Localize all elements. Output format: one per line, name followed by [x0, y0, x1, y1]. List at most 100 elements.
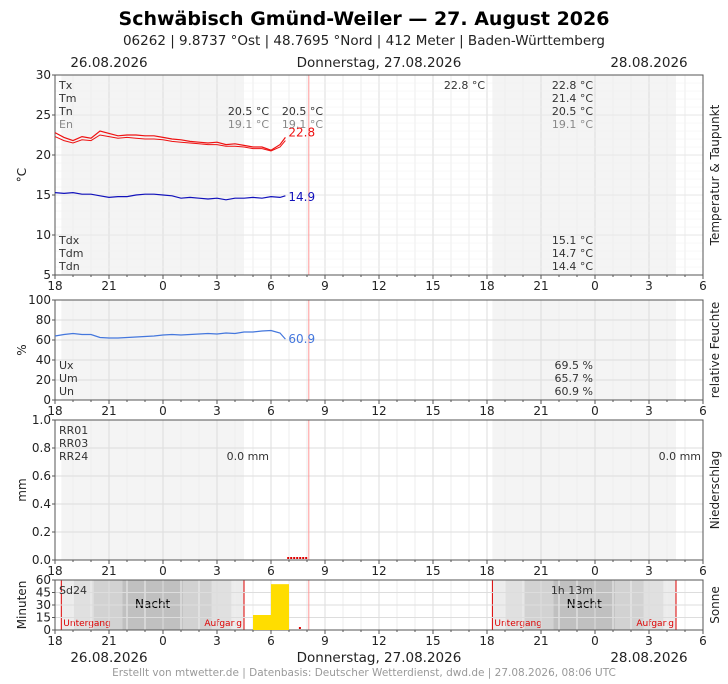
- day3-tdx-value: 15.1 °C: [552, 234, 593, 247]
- y-tick-label: 0.4: [32, 497, 51, 511]
- x-tick-label: 3: [645, 634, 653, 648]
- y-tick-label: 60: [36, 573, 51, 587]
- x-tick-label: 9: [321, 279, 329, 293]
- panel-humidity: 0 20 40 60 80 100 18 21 0 3 6 9 12 15 18 21 0 3 6% relative…: [15, 293, 722, 418]
- x-tick-label: 3: [645, 564, 653, 578]
- sunset-label: Untergang: [63, 619, 111, 629]
- x-tick-label: 12: [371, 404, 386, 418]
- x-tick-label: 21: [533, 279, 548, 293]
- current-temp-label: 22.8: [288, 126, 315, 140]
- x-tick-label: 3: [213, 404, 221, 418]
- day3-tdn-value: 14.4 °C: [552, 260, 593, 273]
- y-tick-label: 15: [36, 611, 51, 625]
- footer-date-right: 28.08.2026: [610, 650, 687, 666]
- x-tick-label: 18: [47, 404, 62, 418]
- stat-label-sd24: Sd24: [59, 584, 87, 597]
- x-tick-label: 21: [101, 404, 116, 418]
- um-value: 65.7 %: [555, 372, 593, 385]
- humidity-line: [54, 329, 286, 340]
- header-date-left: 26.08.2026: [70, 55, 147, 71]
- y-tick-label: 0.2: [32, 525, 51, 539]
- x-tick-label: 0: [159, 634, 167, 648]
- x-tick-label: 18: [47, 634, 62, 648]
- x-tick-label: 15: [425, 404, 440, 418]
- x-tick-label: 3: [645, 279, 653, 293]
- y-axis-label: Minuten: [15, 581, 29, 630]
- y-tick-label: 45: [36, 586, 51, 600]
- current-dewpoint-label: 14.9: [288, 190, 315, 204]
- x-tick-label: 15: [425, 564, 440, 578]
- precip-marker: [299, 557, 302, 559]
- day3-sd24-value: 1h 13m: [551, 584, 593, 597]
- side-label: Sonne: [708, 586, 722, 624]
- y-tick-label: 80: [36, 313, 51, 327]
- y-tick-label: 40: [36, 353, 51, 367]
- day3-rr24-value: 0.0 mm: [659, 450, 701, 463]
- stat-label-tx: Tx: [58, 79, 73, 92]
- y-tick-label: 0: [43, 623, 51, 637]
- sunshine-bar: [271, 584, 289, 630]
- stat-label-rr01: RR01: [59, 424, 88, 437]
- sunset-label: Untergang: [494, 619, 542, 629]
- x-tick-label: 3: [645, 404, 653, 418]
- stat-label-tdx: Tdx: [58, 234, 80, 247]
- x-tick-label: 21: [101, 634, 116, 648]
- x-tick-label: 18: [479, 634, 494, 648]
- precip-marker: [298, 627, 301, 629]
- y-tick-label: 1.0: [32, 413, 51, 427]
- x-tick-label: 6: [267, 564, 275, 578]
- day3-tn-value: 20.5 °C: [552, 105, 593, 118]
- precip-marker: [293, 557, 296, 559]
- x-tick-label: 9: [321, 564, 329, 578]
- x-tick-label: 18: [479, 279, 494, 293]
- x-tick-label: 18: [47, 279, 62, 293]
- temperature-line-secondary: [54, 134, 286, 152]
- ux-value: 69.5 %: [555, 359, 593, 372]
- night-band: [61, 300, 244, 400]
- panel-sunshine: Nacht Untergang Aufgang Nacht Untergang Aufga…: [15, 573, 722, 648]
- x-tick-label: 21: [533, 634, 548, 648]
- precip-marker: [287, 557, 290, 559]
- y-axis-label: %: [15, 344, 29, 355]
- sunrise-label: Aufgang: [636, 619, 674, 629]
- stat-label-en: En: [59, 118, 73, 131]
- y-tick-label: 30: [36, 598, 51, 612]
- y-tick-label: 0.8: [32, 441, 51, 455]
- x-tick-label: 18: [479, 564, 494, 578]
- precip-marker: [305, 557, 308, 559]
- y-tick-label: 100: [28, 293, 51, 307]
- x-tick-label: 12: [371, 634, 386, 648]
- stat-label-tdm: Tdm: [58, 247, 83, 260]
- sunshine-bar: [253, 615, 271, 630]
- x-tick-label: 6: [267, 279, 275, 293]
- side-label: Niederschlag: [708, 451, 722, 529]
- x-tick-label: 12: [371, 564, 386, 578]
- x-tick-label: 3: [213, 279, 221, 293]
- footer-date-left: 26.08.2026: [70, 650, 147, 666]
- day3-tdm-value: 14.7 °C: [552, 247, 593, 260]
- night-band: [61, 420, 244, 560]
- y-tick-label: 60: [36, 333, 51, 347]
- stat-label-tdn: Tdn: [58, 260, 80, 273]
- x-tick-label: 6: [699, 564, 707, 578]
- y-tick-label: 30: [36, 68, 51, 82]
- x-tick-label: 0: [159, 279, 167, 293]
- stat-label-tm: Tm: [58, 92, 76, 105]
- x-tick-label: 15: [425, 279, 440, 293]
- day3-en-value: 19.1 °C: [552, 118, 593, 131]
- x-tick-label: 12: [371, 279, 386, 293]
- y-tick-label: 10: [36, 228, 51, 242]
- x-tick-label: 6: [699, 404, 707, 418]
- current-humidity-label: 60.9: [288, 332, 315, 346]
- x-tick-label: 18: [47, 564, 62, 578]
- x-tick-label: 6: [267, 634, 275, 648]
- temperature-line: [54, 130, 286, 151]
- stat-label-rr24: RR24: [59, 450, 88, 463]
- x-tick-label: 6: [699, 634, 707, 648]
- page-title: Schwäbisch Gmünd-Weiler — 27. August 202…: [119, 8, 610, 30]
- day1-en-value: 19.1 °C: [228, 118, 269, 131]
- x-tick-label: 9: [321, 404, 329, 418]
- x-tick-label: 6: [699, 279, 707, 293]
